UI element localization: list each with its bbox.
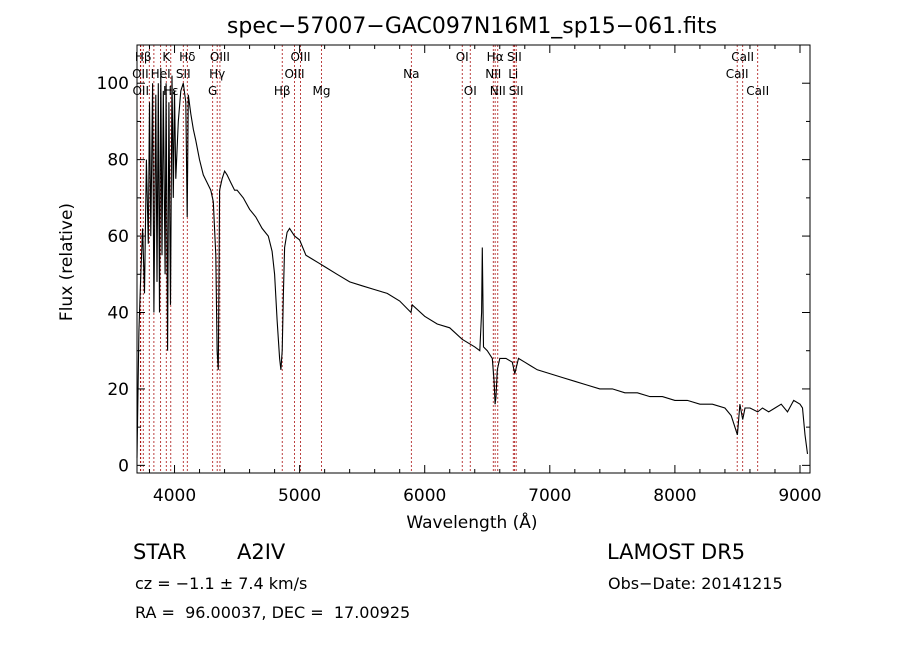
sky-coordinates: RA = 96.00037, DEC = 17.00925	[135, 603, 411, 622]
line-label: CaII	[746, 84, 769, 98]
y-tick-label: 0	[118, 456, 129, 476]
y-axis-ticks: 0 20 40 60 80 100	[97, 74, 810, 476]
line-label: G	[208, 84, 217, 98]
x-tick-label: 5000	[278, 486, 321, 506]
spectral-line-markers	[139, 45, 759, 473]
y-tick-label: 60	[107, 227, 129, 247]
x-tick-label: 8000	[653, 486, 696, 506]
line-label: SII	[509, 84, 524, 98]
line-label: Hγ	[209, 67, 225, 81]
y-tick-label: 40	[107, 304, 129, 324]
survey-name: LAMOST DR5	[607, 540, 746, 564]
redshift-velocity: cz = −1.1 ± 7.4 km/s	[135, 574, 308, 593]
line-label: Hβ	[135, 50, 152, 64]
line-label: OIII	[284, 67, 304, 81]
y-axis-label: Flux (relative)	[57, 203, 77, 321]
object-subclass: A2IV	[237, 540, 286, 564]
line-label: OI	[456, 50, 469, 64]
line-label: OI	[464, 84, 477, 98]
line-label: SII	[176, 67, 191, 81]
x-tick-label: 7000	[528, 486, 571, 506]
line-label: Na	[403, 67, 419, 81]
line-label: Hδ	[179, 50, 195, 64]
line-label: NII	[485, 67, 501, 81]
line-label: Li	[508, 67, 518, 81]
y-tick-label: 20	[107, 380, 129, 400]
line-label: Hβ	[274, 84, 291, 98]
line-label: OII	[132, 84, 149, 98]
line-label: Hα	[487, 50, 504, 64]
line-label: Hε	[163, 84, 179, 98]
x-axis-label: Wavelength (Å)	[406, 511, 537, 533]
x-tick-label: 4000	[153, 486, 196, 506]
x-tick-label: 9000	[778, 486, 821, 506]
observation-date: Obs−Date: 20141215	[608, 574, 783, 593]
x-axis-ticks: 4000 5000 6000 7000 8000 9000	[149, 45, 822, 506]
line-label: CaII	[731, 50, 754, 64]
plot-frame	[136, 44, 811, 474]
line-label: OIII	[210, 50, 230, 64]
object-class: STAR	[133, 540, 187, 564]
line-label: Mg	[313, 84, 331, 98]
y-tick-label: 80	[107, 151, 129, 171]
chart-title: spec−57007−GAC097N16M1_sp15−061.fits	[227, 14, 717, 39]
line-label: OII	[132, 67, 149, 81]
line-label: K	[162, 50, 171, 64]
y-tick-label: 100	[97, 74, 129, 94]
x-tick-label: 6000	[403, 486, 446, 506]
spectrum-line	[136, 67, 809, 458]
line-label: NII	[490, 84, 506, 98]
line-label: CaII	[726, 67, 749, 81]
line-label: SII	[507, 50, 522, 64]
line-label: OIII	[290, 50, 310, 64]
